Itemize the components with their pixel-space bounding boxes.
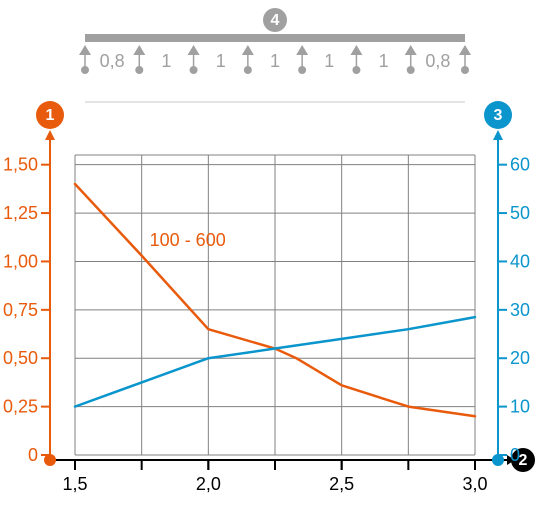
y2-axis-arrow [493, 130, 503, 140]
y1-tick-label: 0 [28, 445, 38, 465]
support-triangle [188, 45, 200, 55]
x-tick-label: 2,5 [329, 474, 354, 494]
y1-tick-label: 0,50 [3, 348, 38, 368]
support-dot [135, 66, 143, 74]
support-triangle [242, 45, 254, 55]
y2-tick-label: 30 [510, 300, 530, 320]
support-triangle [459, 45, 471, 55]
span-label: 1 [379, 51, 389, 71]
badge-4-label: 4 [271, 12, 280, 29]
support-dot [190, 66, 198, 74]
badge-1-label: 1 [46, 107, 55, 124]
y2-tick-label: 40 [510, 251, 530, 271]
y1-tick-label: 1,25 [3, 203, 38, 223]
support-dot [407, 66, 415, 74]
y2-tick-label: 0 [510, 445, 520, 465]
badge-3-label: 3 [494, 107, 503, 124]
beam-bar [85, 34, 465, 42]
y2-origin-dot [492, 454, 504, 466]
chart-container: 100 - 600 1,5 2,0 2,5 3,0 20 0,25 0,50 0,75 1,00 1… [0, 0, 540, 525]
y1-tick-label: 0,25 [3, 397, 38, 417]
support-dot [244, 66, 252, 74]
y2-tick-label: 20 [510, 348, 530, 368]
span-label: 1 [216, 51, 226, 71]
chart-svg: 100 - 600 1,5 2,0 2,5 3,0 20 0,25 0,50 0,75 1,00 1… [0, 0, 540, 525]
y2-tick-label: 10 [510, 397, 530, 417]
support-triangle [405, 45, 417, 55]
span-label: 0,8 [425, 51, 450, 71]
x-tick-label: 3,0 [462, 474, 487, 494]
y1-origin-dot [44, 454, 56, 466]
x-tick-label: 2,0 [196, 474, 221, 494]
support-dot [81, 66, 89, 74]
support-dot [461, 66, 469, 74]
support-triangle [133, 45, 145, 55]
x-tick-label: 1,5 [62, 474, 87, 494]
y1-axis-arrow [45, 130, 55, 140]
y1-tick-label: 1,50 [3, 155, 38, 175]
support-dot [298, 66, 306, 74]
y2-tick-label: 60 [510, 155, 530, 175]
support-triangle [296, 45, 308, 55]
support-triangle [79, 45, 91, 55]
support-dot [352, 66, 360, 74]
y1-tick-label: 0,75 [3, 300, 38, 320]
y1-tick-label: 1,00 [3, 251, 38, 271]
span-label: 1 [270, 51, 280, 71]
span-label: 1 [324, 51, 334, 71]
series-orange-label: 100 - 600 [150, 230, 226, 250]
support-triangle [350, 45, 362, 55]
span-label: 0,8 [100, 51, 125, 71]
span-label: 1 [161, 51, 171, 71]
y2-tick-label: 50 [510, 203, 530, 223]
